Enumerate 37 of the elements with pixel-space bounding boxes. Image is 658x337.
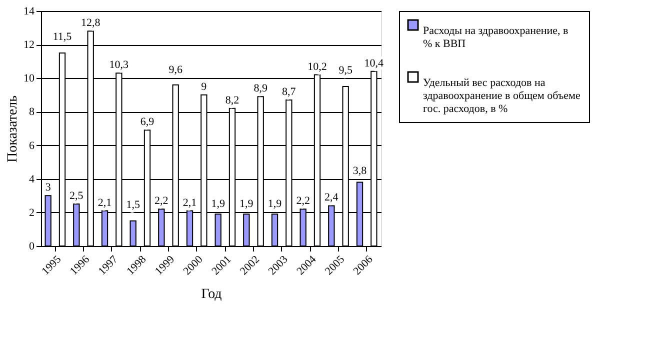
data-label: 2,2 — [154, 195, 168, 208]
data-label: 2,4 — [324, 192, 339, 204]
data-label: 11,5 — [52, 30, 72, 43]
data-label: 1,9 — [268, 198, 282, 210]
data-label: 9,6 — [168, 64, 183, 76]
y-tick-label: 10 — [24, 72, 35, 85]
data-label: 2,2 — [296, 195, 310, 208]
data-label: 12,8 — [80, 17, 101, 30]
y-tick-label: 8 — [29, 106, 35, 118]
y-tick-label: 6 — [29, 140, 35, 152]
data-label: 8,2 — [225, 94, 240, 106]
data-label: 2,1 — [182, 196, 197, 209]
data-label: 9 — [201, 80, 208, 93]
data-label: 6,9 — [140, 116, 155, 128]
data-label: 10,3 — [109, 59, 130, 72]
y-tick-label: 4 — [29, 173, 35, 186]
data-label: 1,9 — [211, 198, 226, 210]
data-label: 1,5 — [126, 198, 140, 211]
data-label: 3 — [45, 182, 52, 194]
data-label: 8,7 — [282, 86, 296, 98]
data-label: 2,5 — [70, 190, 84, 202]
y-tick-label: 2 — [29, 206, 34, 219]
data-label: 10,4 — [364, 57, 384, 70]
y-tick-label: 0 — [29, 240, 35, 252]
data-label: 2,1 — [98, 196, 112, 209]
y-tick-label: 14 — [24, 6, 35, 18]
data-label: 9,5 — [338, 64, 353, 77]
y-tick-label: 12 — [24, 39, 34, 52]
data-label: 3,8 — [352, 165, 368, 178]
bar — [130, 220, 136, 246]
legend-label: Удельный вес расходов на здравоохранение в общем объеме гос. расходов, в % — [423, 77, 580, 115]
y-axis-title: Показатель — [6, 96, 20, 162]
data-label: 10,2 — [308, 60, 327, 73]
legend-label: Расходы на здравоохранение, в % к ВВП — [423, 25, 568, 50]
x-axis-title: Год — [201, 286, 222, 302]
data-label: 8,9 — [254, 82, 268, 95]
data-label: 1,9 — [240, 198, 254, 210]
